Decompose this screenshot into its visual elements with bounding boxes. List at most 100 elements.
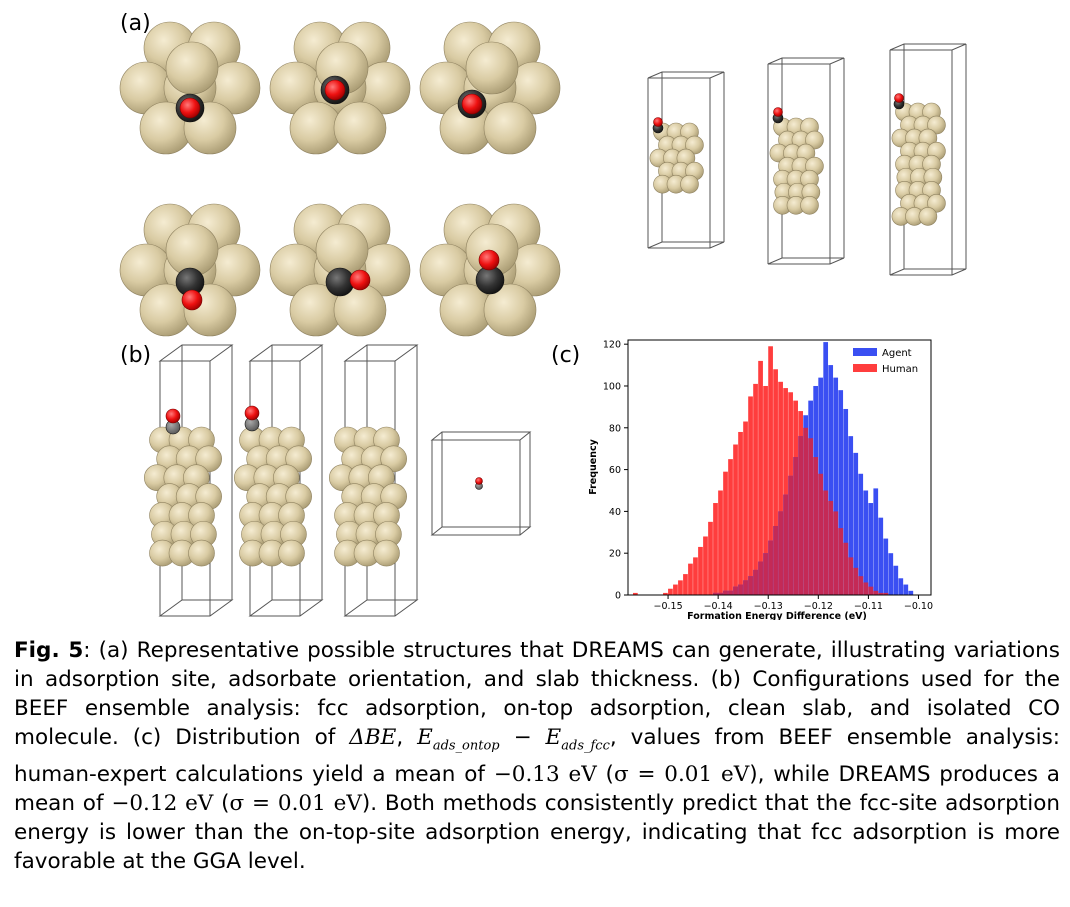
cluster-top-3 <box>419 21 561 155</box>
caption-sub-ontop: ads_ontop <box>432 738 500 754</box>
agent-bars <box>713 342 914 595</box>
caption-text-2: , values from BEEF ensemble analysis: hu… <box>14 725 1061 788</box>
legend-swatch-agent <box>853 348 877 356</box>
overlap-bar <box>763 553 768 595</box>
cell-box <box>343 344 419 362</box>
cell-box <box>248 599 324 617</box>
y-axis-ticks: 0 20 40 60 80 100 120 <box>603 340 628 602</box>
overlap-bar <box>838 528 844 595</box>
legend: Agent Human <box>853 348 918 375</box>
x-axis-ticks: −0.15 −0.14 −0.13 −0.12 −0.11 −0.10 <box>654 595 933 612</box>
agent-bar <box>888 553 894 595</box>
cell-box <box>767 257 845 265</box>
agent-bar <box>898 578 904 595</box>
au-atom <box>805 130 824 150</box>
au-atom <box>483 101 537 155</box>
agent-bar <box>848 436 854 595</box>
au-atom <box>483 283 537 337</box>
overlap-bar <box>753 569 758 595</box>
overlap-bar <box>883 592 889 595</box>
human-bar <box>748 396 753 595</box>
overlap-bar <box>833 511 839 595</box>
agent-bar <box>878 517 884 595</box>
overlap-bar <box>843 542 849 595</box>
overlap-bar <box>718 592 723 595</box>
overlap-bar <box>733 586 738 595</box>
slab-cell-a-3 <box>889 43 967 276</box>
legend-label-agent: Agent <box>882 348 912 359</box>
oxygen-atom <box>181 289 203 311</box>
oxygen-atom <box>324 79 346 101</box>
overlap-bar <box>793 457 798 595</box>
cell-box <box>430 431 532 441</box>
human-bar <box>718 490 723 595</box>
oxygen-atom <box>478 249 500 271</box>
oxygen-atom <box>773 107 783 117</box>
cell-box <box>889 268 967 276</box>
overlap-bar <box>848 557 854 595</box>
human-bar <box>663 592 668 595</box>
overlap-bar <box>873 590 879 595</box>
caption-e-fcc: E <box>545 725 562 750</box>
overlap-bar <box>803 427 808 595</box>
overlap-bar <box>808 438 814 595</box>
agent-bar <box>903 584 909 595</box>
human-bar <box>763 385 768 595</box>
au-atom <box>188 539 215 567</box>
caption-figure-label: Fig. 5 <box>14 638 84 663</box>
agent-bar <box>908 590 914 595</box>
overlap-bar <box>768 540 773 595</box>
y-tick-label: 120 <box>603 340 621 351</box>
human-bar <box>713 503 718 595</box>
au-atom <box>927 115 946 135</box>
y-axis-title: Frequency <box>588 438 599 494</box>
cell-box <box>158 344 234 362</box>
overlap-bar <box>788 475 793 595</box>
cluster-bottom-1 <box>119 203 261 337</box>
agent-bar <box>828 365 834 595</box>
agent-bar <box>883 538 889 595</box>
figure-caption: Fig. 5: (a) Representative possible stru… <box>14 636 1060 876</box>
au-atom <box>195 445 222 473</box>
x-axis-title: Formation Energy Difference (eV) <box>687 611 867 620</box>
au-atom <box>333 101 387 155</box>
human-bar <box>693 557 698 595</box>
human-bar <box>753 383 758 595</box>
agent-bar <box>853 452 859 595</box>
cluster-top-2 <box>269 21 411 155</box>
caption-delta-be: ΔBE <box>349 725 397 750</box>
overlap-bar <box>823 490 829 595</box>
cell-box <box>343 599 419 617</box>
au-atom <box>918 207 938 226</box>
overlap-bar <box>713 592 718 595</box>
panel-a-structures <box>119 21 967 337</box>
overlap-bar <box>748 576 753 595</box>
agent-bar <box>863 490 869 595</box>
cluster-bottom-3 <box>419 203 561 337</box>
human-bar <box>708 521 713 595</box>
x-tick-label: −0.12 <box>804 601 833 612</box>
human-bar <box>703 536 708 595</box>
human-bar <box>633 592 638 595</box>
caption-sigma-agent: σ = 0.01 eV <box>229 791 362 817</box>
cell-box <box>248 344 324 362</box>
cell-box <box>889 43 967 51</box>
cell-box <box>430 526 532 536</box>
human-bar <box>683 574 688 595</box>
au-atom <box>927 194 946 213</box>
overlap-bar <box>738 584 743 595</box>
human-bar <box>668 588 673 595</box>
oxygen-atom <box>653 117 663 127</box>
overlap-bar <box>798 436 803 595</box>
human-bar <box>778 381 783 595</box>
caption-text-1: : (a) Representative possible structures… <box>14 638 1061 750</box>
au-atom <box>465 41 519 95</box>
legend-label-human: Human <box>882 364 918 375</box>
au-atom <box>278 539 305 567</box>
x-tick-label: −0.13 <box>754 601 783 612</box>
human-bar <box>743 421 748 595</box>
oxygen-atom <box>894 93 904 103</box>
caption-e-ontop: E <box>417 725 433 750</box>
overlap-bar <box>773 526 778 595</box>
caption-sigma-human: σ = 0.01 eV <box>613 762 750 788</box>
